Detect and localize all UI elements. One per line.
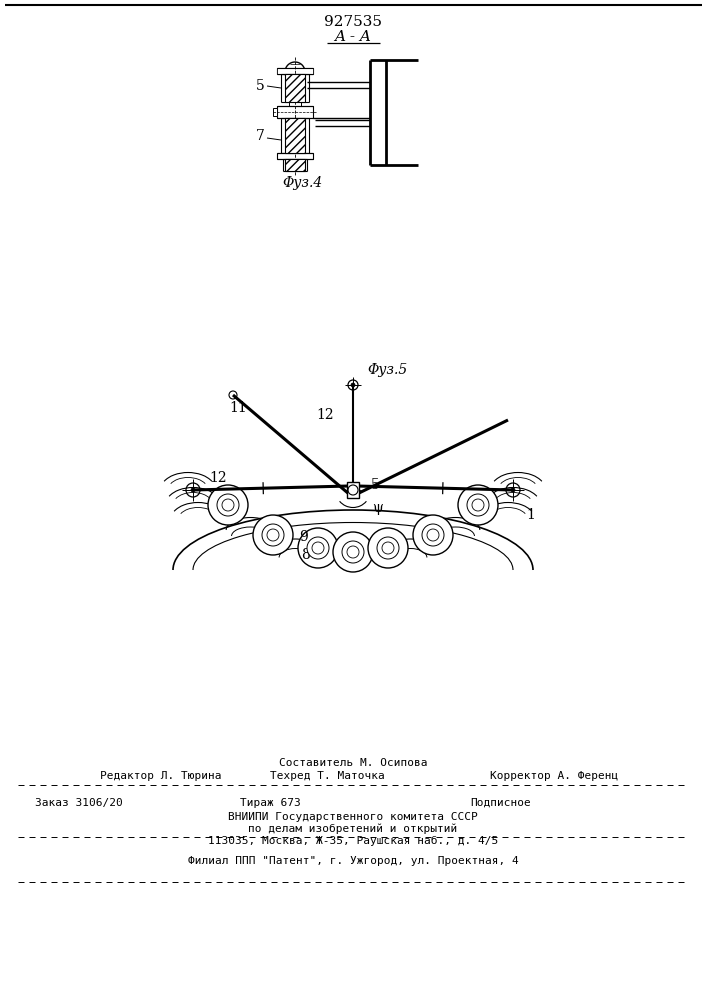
Circle shape (368, 528, 408, 568)
Text: Тираж 673: Тираж 673 (240, 798, 300, 808)
Circle shape (208, 485, 248, 525)
Text: Φуз.5: Φуз.5 (368, 363, 408, 377)
Bar (277, 68, 313, 74)
Circle shape (458, 485, 498, 525)
Circle shape (253, 515, 293, 555)
Circle shape (413, 515, 453, 555)
Circle shape (467, 494, 489, 516)
Circle shape (511, 488, 515, 492)
Circle shape (191, 488, 195, 492)
Text: 11: 11 (229, 401, 247, 415)
Text: 7: 7 (255, 129, 264, 143)
Circle shape (262, 524, 284, 546)
Text: Корректор А. Ференц: Корректор А. Ференц (490, 771, 618, 781)
Circle shape (312, 542, 324, 554)
Circle shape (217, 494, 239, 516)
Text: 9: 9 (298, 530, 308, 544)
Circle shape (307, 537, 329, 559)
Circle shape (298, 528, 338, 568)
Text: 5: 5 (370, 478, 380, 492)
Text: 5: 5 (256, 79, 264, 93)
Text: 12: 12 (209, 471, 227, 485)
Bar (273, 108, 277, 116)
Text: A - A: A - A (334, 30, 371, 44)
Text: ВНИИПИ Государственного комитета СССР: ВНИИПИ Государственного комитета СССР (228, 812, 478, 822)
Text: Φуз.4: Φуз.4 (283, 176, 323, 190)
Text: 927535: 927535 (324, 15, 382, 29)
Text: Составитель М. Осипова: Составитель М. Осипова (279, 758, 427, 768)
Circle shape (347, 546, 359, 558)
Circle shape (422, 524, 444, 546)
Text: Техред Т. Маточка: Техред Т. Маточка (270, 771, 385, 781)
Text: Заказ 3106/20: Заказ 3106/20 (35, 798, 123, 808)
Circle shape (222, 499, 234, 511)
Bar (277, 153, 313, 159)
Circle shape (333, 532, 373, 572)
Circle shape (351, 383, 355, 387)
Bar (285, 74, 305, 102)
Circle shape (342, 541, 364, 563)
Circle shape (427, 529, 439, 541)
Circle shape (267, 529, 279, 541)
Text: ψ: ψ (373, 501, 383, 515)
Bar (285, 159, 305, 171)
Bar (277, 68, 313, 74)
Text: Подписное: Подписное (470, 798, 531, 808)
Bar (289, 102, 301, 106)
Bar (285, 118, 305, 153)
Bar (277, 106, 313, 118)
Text: по делам изобретений и открытий: по делам изобретений и открытий (248, 824, 457, 834)
Text: 113035, Москва, Ж-35, Раушская наб., д. 4/5: 113035, Москва, Ж-35, Раушская наб., д. … (208, 836, 498, 846)
Circle shape (382, 542, 394, 554)
Text: Редактор Л. Тюрина: Редактор Л. Тюрина (100, 771, 221, 781)
Text: Филиал ППП "Патент", г. Ужгород, ул. Проектная, 4: Филиал ППП "Патент", г. Ужгород, ул. Про… (187, 856, 518, 866)
Text: 8: 8 (300, 548, 310, 562)
Text: 1: 1 (527, 508, 535, 522)
Text: 12: 12 (316, 408, 334, 422)
Bar (347, 482, 359, 498)
Circle shape (377, 537, 399, 559)
Circle shape (472, 499, 484, 511)
